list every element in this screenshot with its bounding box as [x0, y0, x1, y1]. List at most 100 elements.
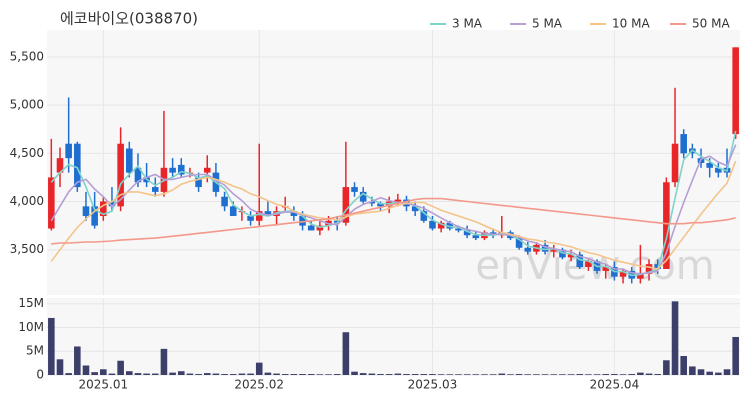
- candle-body: [515, 238, 523, 248]
- candle-body: [437, 222, 445, 229]
- volume-bar: [134, 373, 142, 375]
- y-tick-label: 15M: [18, 296, 44, 310]
- volume-bar: [368, 373, 376, 375]
- candle-body: [264, 211, 272, 216]
- y-tick-label: 4,500: [10, 146, 44, 160]
- candle-body: [715, 167, 722, 173]
- volume-bar: [377, 374, 384, 375]
- x-tick-label: 2025.02: [234, 378, 284, 392]
- candle-body: [247, 215, 254, 221]
- volume-bar: [100, 369, 107, 375]
- volume-bar: [229, 374, 237, 375]
- volume-bar: [212, 373, 220, 375]
- x-tick-label: 2025.03: [408, 378, 458, 392]
- y-tick-label: 4,000: [10, 194, 44, 208]
- candle-body: [65, 143, 72, 159]
- candle-body: [359, 191, 367, 202]
- legend-label: 10 MA: [612, 17, 650, 31]
- volume-bar: [481, 374, 488, 375]
- volume-bar: [524, 374, 532, 375]
- candle-body: [56, 158, 64, 173]
- volume-bar: [195, 374, 202, 375]
- candle-body: [368, 201, 376, 204]
- volume-bar: [203, 373, 211, 375]
- volume-bar: [654, 374, 661, 375]
- volume-bar: [65, 373, 72, 375]
- candle-body: [706, 162, 713, 168]
- volume-bar: [247, 373, 254, 375]
- candle-body: [645, 264, 653, 274]
- volume-bar: [671, 301, 679, 375]
- candle-body: [732, 47, 739, 135]
- volume-bar: [385, 374, 393, 375]
- volume-bar: [273, 373, 280, 375]
- volume-bar: [437, 374, 445, 375]
- volume-bar: [411, 374, 419, 375]
- volume-bar: [715, 372, 722, 375]
- volume-bar: [585, 374, 592, 375]
- volume-bar: [264, 372, 272, 375]
- volume-bar: [91, 372, 98, 375]
- candle-body: [680, 134, 687, 154]
- volume-bar: [463, 374, 471, 375]
- candle-body: [229, 206, 237, 216]
- volume-bar: [550, 374, 558, 375]
- volume-bar: [403, 374, 410, 375]
- volume-bar: [325, 374, 332, 375]
- volume-bar: [160, 348, 168, 375]
- candle-body: [602, 267, 610, 271]
- candle-body: [169, 167, 176, 173]
- volume-bar: [108, 373, 116, 375]
- volume-bar: [359, 373, 367, 375]
- price-panel: [47, 30, 740, 295]
- volume-bar: [723, 369, 731, 375]
- volume-bar: [559, 374, 566, 375]
- volume-bar: [394, 373, 402, 375]
- volume-bar: [143, 373, 150, 375]
- candle-body: [446, 222, 454, 229]
- y-tick-label: 5,000: [10, 98, 44, 112]
- volume-bar: [533, 374, 540, 375]
- volume-bar: [706, 371, 713, 375]
- volume-bar: [567, 374, 575, 375]
- ma-line: [51, 197, 736, 245]
- volume-bar: [82, 365, 90, 375]
- candle-body: [82, 206, 90, 216]
- volume-bar: [126, 371, 133, 375]
- legend-label: 3 MA: [452, 17, 483, 31]
- volume-bar: [169, 372, 176, 375]
- candle-body: [541, 244, 549, 252]
- chart-title: 에코바이오(038870): [60, 10, 198, 28]
- volume-bar: [472, 374, 480, 375]
- candle-body: [290, 211, 298, 216]
- candle-body: [455, 228, 462, 231]
- volume-bar: [619, 374, 627, 375]
- candle-body: [420, 211, 428, 221]
- candle-body: [524, 247, 532, 252]
- y-tick-label: 5,500: [10, 49, 44, 63]
- candle-body: [619, 270, 627, 277]
- volume-bar: [541, 374, 549, 375]
- candle-body: [351, 187, 358, 192]
- x-tick-label: 2025.04: [590, 378, 640, 392]
- volume-bar: [117, 360, 124, 375]
- volume-bar: [697, 369, 705, 375]
- candle-body: [126, 148, 133, 173]
- candle-body: [411, 206, 419, 212]
- candle-body: [108, 201, 116, 207]
- x-tick-label: 2025.01: [78, 378, 128, 392]
- candle-body: [91, 206, 98, 226]
- volume-bar: [307, 374, 315, 375]
- volume-bar: [593, 374, 601, 375]
- candle-body: [394, 199, 402, 202]
- candle-body: [567, 254, 575, 258]
- candle-body: [221, 196, 228, 207]
- volume-bar: [316, 374, 324, 375]
- legend-label: 50 MA: [692, 17, 730, 31]
- candle-body: [255, 211, 263, 221]
- volume-bar: [637, 372, 644, 375]
- candle-body: [195, 177, 202, 188]
- volume-bar: [221, 374, 228, 375]
